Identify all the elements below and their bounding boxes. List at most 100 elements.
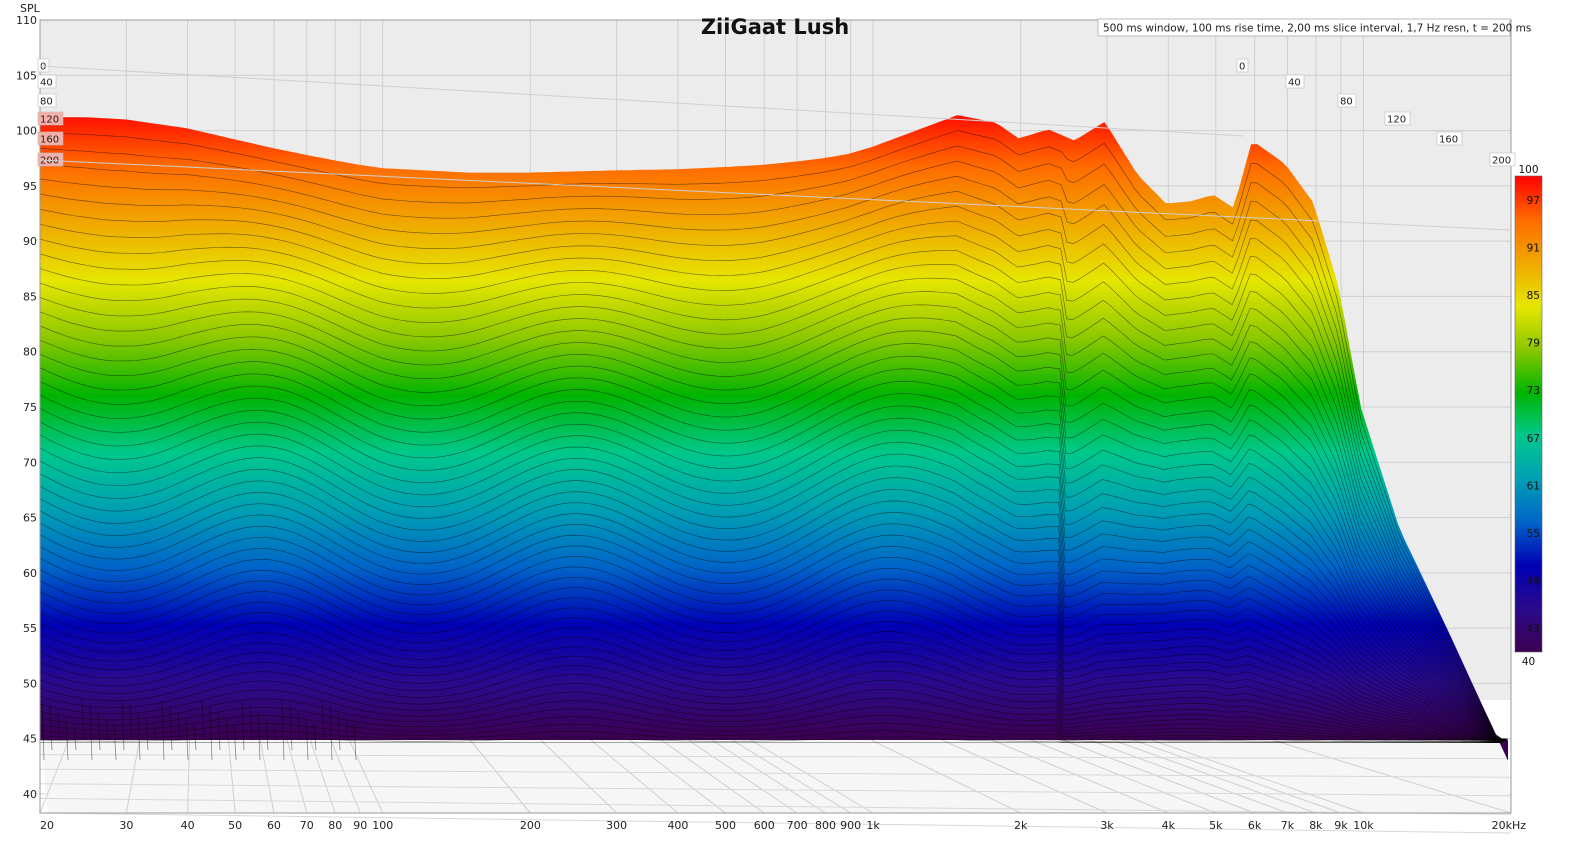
decay-slice (40, 651, 1504, 743)
decay-slice (40, 220, 1508, 740)
info-box: 500 ms window, 100 ms rise time, 2,00 ms… (1097, 18, 1531, 37)
decay-slice (40, 589, 1504, 742)
decay-slice (40, 706, 1503, 743)
decay-slice (40, 393, 1506, 741)
decay-slice (40, 441, 1506, 741)
colorbar-tick-label: 100 (1518, 164, 1538, 176)
decay-slice (40, 130, 1508, 740)
x-tick-label: 500 (715, 819, 736, 832)
decay-slice (40, 477, 1505, 741)
decay-slice (40, 330, 1507, 741)
decay-slice (40, 190, 1508, 740)
time-tick-left: 0 (40, 62, 46, 73)
y-tick-label: 100 (16, 125, 37, 138)
colorbar-tick-label: 91 (1527, 242, 1540, 254)
x-tick-label: 900 (840, 819, 861, 832)
decay-slice (40, 737, 1503, 743)
x-tick-label: 6k (1248, 819, 1262, 832)
time-tick-right: 160 (1439, 135, 1458, 146)
y-tick-label: 90 (23, 235, 37, 248)
y-tick-label: 50 (23, 677, 37, 690)
decay-slice (40, 304, 1507, 740)
time-tick-right: 40 (1288, 78, 1301, 89)
decay-slice (40, 631, 1504, 743)
x-tick-label: 10k (1353, 819, 1374, 832)
x-tick-label: 7k (1281, 819, 1295, 832)
x-tick-label: 8k (1309, 819, 1323, 832)
decay-slice (40, 534, 1505, 742)
decay-slice (40, 722, 1503, 743)
decay-slice (40, 567, 1505, 742)
y-tick-label: 60 (23, 567, 37, 580)
decay-slice (40, 235, 1508, 740)
colorbar-gradient (1514, 175, 1543, 653)
decay-slice (40, 291, 1507, 740)
x-tick-label: 700 (787, 819, 808, 832)
y-tick-label: 95 (23, 180, 37, 193)
colorbar-tick-label: 85 (1527, 290, 1540, 302)
decay-slice (40, 670, 1503, 743)
decay-slice (40, 277, 1507, 740)
decay-slice (40, 264, 1507, 740)
time-tick-left: 120 (40, 115, 59, 126)
decay-slice (40, 343, 1507, 741)
colorbar-tick-label: 97 (1527, 195, 1540, 207)
y-tick-label: 70 (23, 456, 37, 469)
x-tick-label: 100 (372, 819, 393, 832)
floor-grid (39, 739, 1512, 834)
x-tick-label: 1k (866, 819, 880, 832)
x-tick-label: 60 (267, 819, 281, 832)
decay-slice (40, 250, 1507, 740)
decay-slice (40, 556, 1505, 742)
x-tick-label: 30 (119, 819, 133, 832)
colorbar-tick-label: 43 (1527, 623, 1540, 635)
surface-fill (40, 115, 1508, 761)
decay-slice (40, 689, 1503, 743)
x-tick-label: 80 (328, 819, 342, 832)
decay-slice (40, 368, 1506, 741)
decay-slice (40, 160, 1508, 740)
colorbar-tick-label: 73 (1527, 385, 1540, 397)
y-tick-label: 105 (16, 69, 37, 82)
decay-slice (40, 405, 1506, 741)
decay-slice (40, 730, 1503, 743)
y-tick-label: 80 (23, 346, 37, 359)
decay-slice (40, 380, 1506, 741)
decay-slice (40, 465, 1506, 741)
x-tick-label: 2k (1014, 819, 1028, 832)
decay-slice (40, 600, 1504, 742)
y-tick-label: 40 (23, 788, 37, 801)
decay-slice (40, 317, 1507, 741)
decay-slice (40, 697, 1503, 743)
time-tick-left: 40 (40, 78, 53, 89)
colorbar-tick-label: 61 (1527, 480, 1540, 492)
time-tick-left: 80 (40, 97, 53, 108)
colorbar-tick-label: 49 (1527, 576, 1540, 588)
y-axis-label: SPL (20, 2, 41, 15)
x-tick-label: 70 (300, 819, 314, 832)
colorbar-tick-label: 79 (1527, 338, 1540, 350)
colorbar-tick-label: 40 (1522, 656, 1535, 668)
color-scale-bar: 100 97 91 85 79 73 67 61 55 49 43 40 (1514, 164, 1543, 668)
decay-slice (40, 679, 1503, 743)
x-tick-label: 400 (667, 819, 688, 832)
decay-slice (40, 175, 1508, 740)
x-tick-label: 3k (1100, 819, 1114, 832)
waterfall-surface (40, 115, 1508, 761)
x-tick-label: 200 (520, 819, 541, 832)
colorbar-tick-label: 55 (1527, 528, 1540, 540)
decay-slice (40, 621, 1504, 742)
y-tick-label: 75 (23, 401, 37, 414)
y-tick-label: 110 (16, 14, 37, 27)
y-tick-label: 45 (23, 733, 37, 746)
decay-slice (40, 453, 1506, 741)
x-tick-label: 50 (228, 819, 242, 832)
x-tick-label: 4k (1162, 819, 1176, 832)
decay-slice (40, 610, 1504, 742)
y-tick-label: 85 (23, 290, 37, 303)
decay-slice (40, 489, 1505, 742)
chart-title: ZiiGaat Lush (701, 15, 849, 39)
time-tick-left: 200 (40, 156, 59, 167)
time-tick-right: 200 (1492, 156, 1511, 167)
